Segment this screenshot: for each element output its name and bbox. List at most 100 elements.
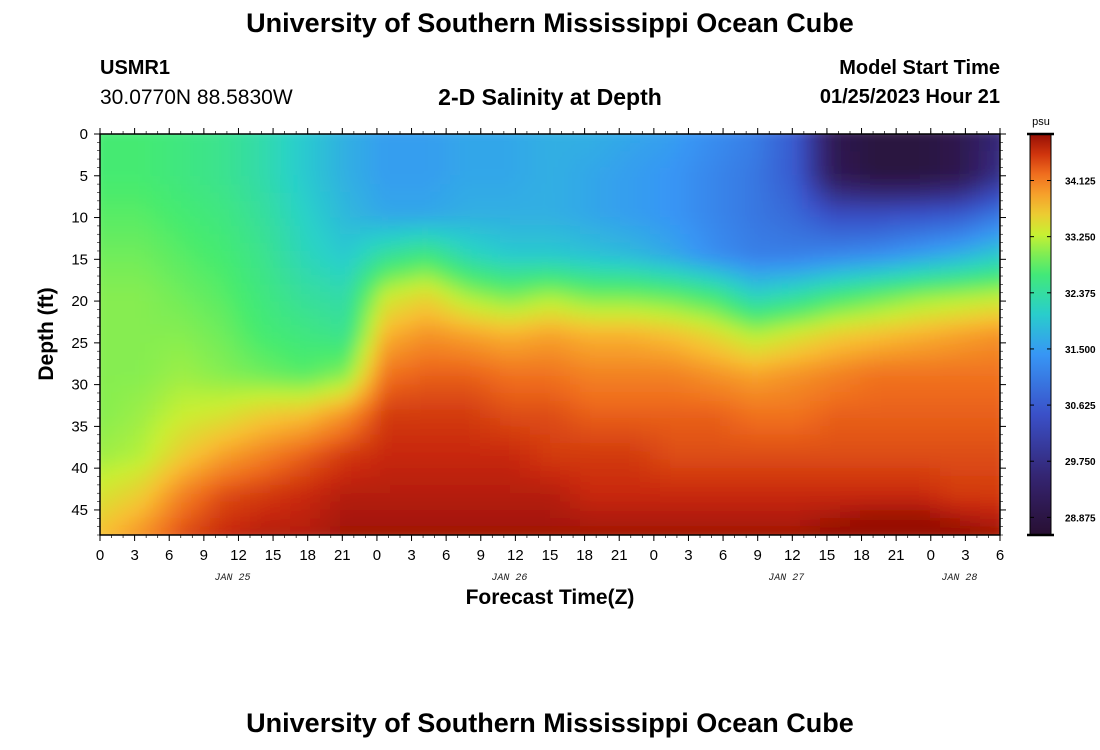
heatmap-cell xyxy=(660,309,671,319)
heatmap-cell xyxy=(530,284,541,294)
heatmap-cell xyxy=(520,142,531,152)
heatmap-cell xyxy=(320,142,331,152)
heatmap-cell xyxy=(330,484,341,494)
heatmap-cell xyxy=(100,225,101,235)
heatmap-cell xyxy=(210,209,221,219)
heatmap-cell xyxy=(290,434,301,444)
heatmap-cell xyxy=(360,217,371,227)
heatmap-cell xyxy=(330,451,341,461)
heatmap-cell xyxy=(1000,401,1011,410)
heatmap-cell xyxy=(760,150,771,160)
heatmap-cell xyxy=(970,175,981,185)
heatmap-cell xyxy=(1000,159,1011,168)
heatmap-cell xyxy=(710,484,721,494)
heatmap-cell xyxy=(270,267,281,277)
heatmap-cell xyxy=(240,167,251,177)
heatmap-cell xyxy=(510,392,521,402)
heatmap-cell xyxy=(890,426,901,436)
heatmap-cell xyxy=(490,175,501,185)
heatmap-cell xyxy=(400,434,411,444)
heatmap-cell xyxy=(780,351,791,361)
heatmap-cell xyxy=(480,284,491,294)
heatmap-cell xyxy=(720,200,731,210)
heatmap-cell xyxy=(570,409,581,419)
heatmap-cell xyxy=(420,526,431,535)
heatmap-cell xyxy=(750,317,761,327)
heatmap-cell xyxy=(920,142,931,152)
heatmap-cell xyxy=(980,225,991,235)
heatmap-cell xyxy=(720,301,731,311)
heatmap-cell xyxy=(630,309,641,319)
heatmap-cell xyxy=(200,384,211,394)
x-tick-label: 18 xyxy=(299,547,316,564)
heatmap-cell xyxy=(880,159,891,169)
heatmap-cell xyxy=(120,484,131,494)
heatmap-cell xyxy=(280,392,291,402)
heatmap-cell xyxy=(180,392,191,402)
heatmap-cell xyxy=(380,434,391,444)
heatmap-cell xyxy=(550,418,561,427)
heatmap-cell xyxy=(920,376,931,386)
heatmap-cell xyxy=(340,142,351,152)
heatmap-cell xyxy=(210,384,221,394)
heatmap-cell xyxy=(850,493,861,503)
heatmap-cell xyxy=(360,426,371,436)
heatmap-cell xyxy=(100,451,101,461)
heatmap-cell xyxy=(990,459,1000,469)
heatmap-cell xyxy=(590,359,601,369)
heatmap-cell xyxy=(130,292,141,302)
heatmap-cell xyxy=(760,317,771,327)
heatmap-cell xyxy=(790,409,801,419)
heatmap-cell xyxy=(530,376,541,386)
heatmap-cell xyxy=(300,284,311,294)
heatmap-cell xyxy=(280,284,291,294)
heatmap-cell xyxy=(670,242,681,252)
heatmap-cell xyxy=(380,459,391,469)
heatmap-cell xyxy=(160,376,171,386)
heatmap-cell xyxy=(970,401,981,411)
heatmap-cell xyxy=(250,351,261,361)
heatmap-cell xyxy=(640,234,651,244)
heatmap-cell xyxy=(660,443,671,453)
heatmap-cell xyxy=(750,259,761,269)
heatmap-cell xyxy=(390,159,401,169)
heatmap-cell xyxy=(800,342,811,352)
heatmap-cell xyxy=(880,317,891,327)
heatmap-cell xyxy=(790,276,801,285)
heatmap-cell xyxy=(990,443,1000,453)
heatmap-cell xyxy=(790,518,801,528)
heatmap-cell xyxy=(910,301,921,311)
heatmap-cell xyxy=(370,250,381,260)
heatmap-cell xyxy=(960,200,971,210)
heatmap-cell xyxy=(220,476,231,486)
heatmap-cell xyxy=(700,418,711,427)
heatmap-cell xyxy=(300,175,311,185)
heatmap-cell xyxy=(250,468,261,478)
heatmap-cell xyxy=(380,426,391,436)
heatmap-cell xyxy=(880,367,891,377)
heatmap-cell xyxy=(370,234,381,244)
heatmap-cell xyxy=(610,367,621,377)
heatmap-cell xyxy=(650,134,661,143)
heatmap-cell xyxy=(740,459,751,469)
heatmap-cell xyxy=(910,501,921,511)
x-tick-label: 18 xyxy=(576,547,593,564)
heatmap-cell xyxy=(740,242,751,252)
heatmap-cell xyxy=(980,468,991,478)
heatmap-cell xyxy=(100,317,101,327)
heatmap-cell xyxy=(290,451,301,461)
heatmap-cell xyxy=(350,359,361,369)
heatmap-cell xyxy=(150,250,161,260)
heatmap-cell xyxy=(190,217,201,227)
heatmap-cell xyxy=(150,217,161,227)
heatmap-cell xyxy=(880,509,891,519)
heatmap-cell xyxy=(350,192,361,202)
heatmap-cell xyxy=(200,418,211,427)
heatmap-cell xyxy=(690,518,701,528)
heatmap-cell xyxy=(520,309,531,319)
heatmap-cell xyxy=(750,150,761,160)
heatmap-cell xyxy=(680,209,691,219)
heatmap-cell xyxy=(230,426,241,436)
heatmap-cell xyxy=(390,175,401,185)
heatmap-cell xyxy=(290,142,301,152)
